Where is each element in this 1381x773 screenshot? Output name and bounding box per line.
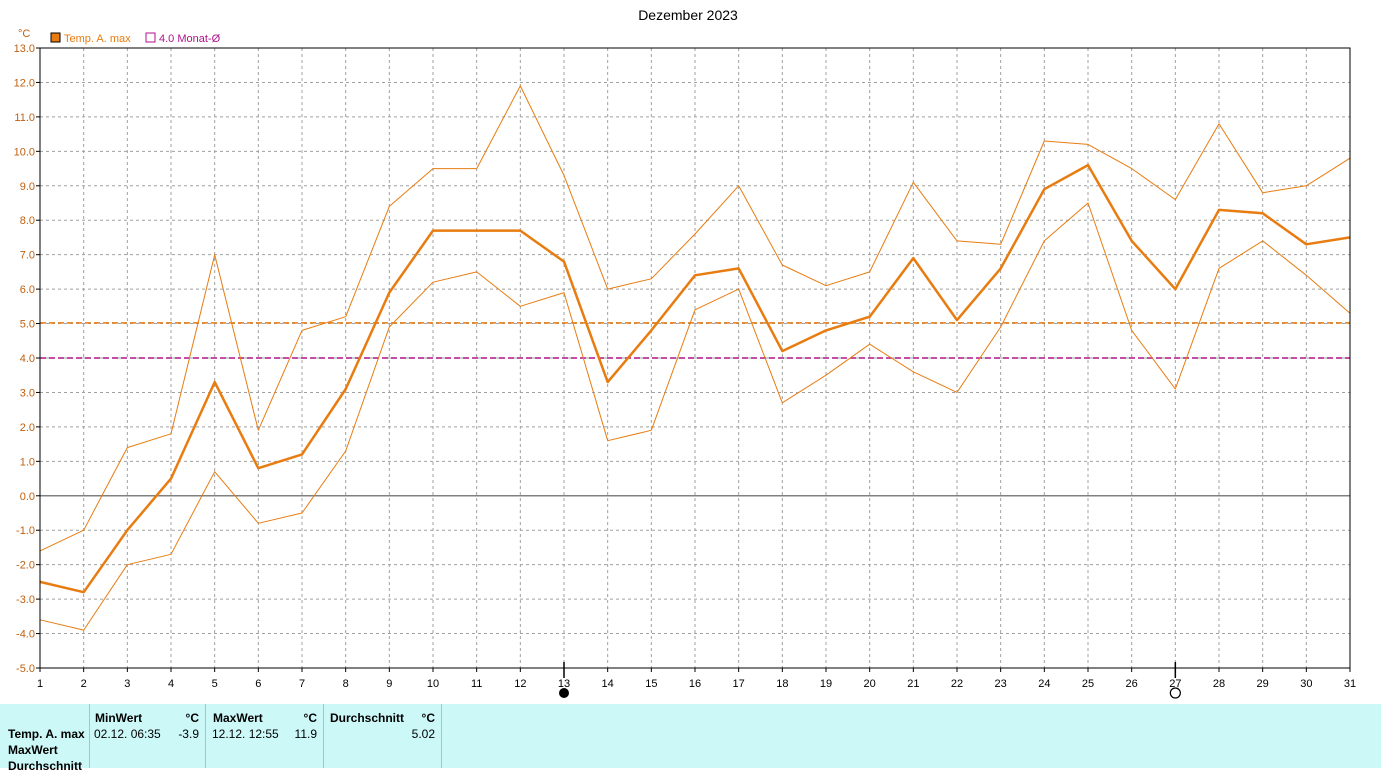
series-line-max xyxy=(39,85,1351,552)
x-tick-label: 22 xyxy=(951,678,963,690)
y-tick-label: 5.0 xyxy=(20,319,35,331)
stats-col-max: MaxWert °C 12.12. 12:55 11.9 xyxy=(205,704,323,768)
series-line-temp-max xyxy=(39,163,1351,594)
x-tick-label: 30 xyxy=(1300,678,1312,690)
max-value: 11.9 xyxy=(294,727,317,741)
y-unit-label: °C xyxy=(18,28,30,40)
y-tick-label: 4.0 xyxy=(20,353,35,365)
x-tick-label: 19 xyxy=(820,678,832,690)
x-tick-label: 29 xyxy=(1257,678,1269,690)
stats-row-label-maxwert: MaxWert xyxy=(8,743,58,757)
y-tick-label: 11.0 xyxy=(14,112,35,124)
max-header: MaxWert xyxy=(213,711,263,725)
x-tick-label: 23 xyxy=(995,678,1007,690)
x-tick-label: 16 xyxy=(689,678,701,690)
max-datetime: 12.12. 12:55 xyxy=(212,727,279,741)
stats-row-label-durchschnitt: Durchschnitt xyxy=(8,759,83,773)
stats-col-min: MinWert °C 02.12. 06:35 -3.9 xyxy=(89,704,205,768)
min-value: -3.9 xyxy=(178,727,199,741)
y-tick-label: 12.0 xyxy=(14,77,35,89)
x-tick-label: 8 xyxy=(343,678,349,690)
stats-row-label-temp: Temp. A. max xyxy=(8,727,85,741)
y-tick-label: 6.0 xyxy=(20,284,35,296)
y-tick-label: 2.0 xyxy=(20,422,35,434)
grid xyxy=(40,48,1350,668)
x-tick-label: 7 xyxy=(299,678,305,690)
legend-label-temp: Temp. A. max xyxy=(64,33,131,45)
y-tick-label: 0.0 xyxy=(20,491,35,503)
avg-header: Durchschnitt xyxy=(330,711,405,725)
legend-swatch-temp xyxy=(50,32,61,43)
x-tick-label: 20 xyxy=(864,678,876,690)
legend: Temp. A. max 4.0 Monat-Ø xyxy=(50,32,221,45)
x-tick-label: 6 xyxy=(255,678,261,690)
x-tick-label: 26 xyxy=(1126,678,1138,690)
x-tick-label: 17 xyxy=(733,678,745,690)
x-tick-label: 5 xyxy=(212,678,218,690)
x-tick-label: 2 xyxy=(81,678,87,690)
y-tick-label: 13.0 xyxy=(14,43,35,55)
x-tick-label: 15 xyxy=(645,678,657,690)
y-tick-label: -4.0 xyxy=(16,629,35,641)
x-tick-label: 11 xyxy=(471,678,482,690)
series-line-min xyxy=(39,202,1351,631)
x-tick-label: 25 xyxy=(1082,678,1094,690)
x-tick-label: 10 xyxy=(427,678,439,690)
avg-unit: °C xyxy=(421,711,435,725)
y-tick-label: 10.0 xyxy=(14,146,35,158)
x-tick-label: 9 xyxy=(386,678,392,690)
avg-value: 5.02 xyxy=(411,727,435,741)
x-tick-label: 18 xyxy=(776,678,788,690)
stats-panel: Temp. A. max MaxWert Durchschnitt MinWer… xyxy=(0,704,1381,773)
x-tick-label: 12 xyxy=(514,678,526,690)
min-header: MinWert xyxy=(95,711,143,725)
max-unit: °C xyxy=(303,711,317,725)
legend-swatch-month-avg xyxy=(145,32,156,43)
y-tick-label: 1.0 xyxy=(20,456,35,468)
min-unit: °C xyxy=(185,711,199,725)
series-lines xyxy=(39,85,1351,631)
x-tick-label: 31 xyxy=(1344,678,1356,690)
x-tick-label: 13 xyxy=(558,678,570,690)
x-tick-label: 4 xyxy=(168,678,174,690)
x-tick-label: 3 xyxy=(124,678,130,690)
x-tick-label: 27 xyxy=(1169,678,1181,690)
x-tick-label: 1 xyxy=(37,678,43,690)
min-datetime: 02.12. 06:35 xyxy=(94,727,161,741)
y-tick-label: -2.0 xyxy=(16,560,35,572)
new-moon-icon xyxy=(559,688,569,698)
reference-lines xyxy=(40,322,1350,359)
plot-frame xyxy=(39,47,1351,669)
legend-label-month-avg: 4.0 Monat-Ø xyxy=(159,33,221,45)
y-tick-label: -1.0 xyxy=(16,525,35,537)
full-moon-icon xyxy=(1169,687,1181,699)
x-axis: 1 2 3 4 5 6 7 8 9 10 11 12 13 14 15 16 17 18 19 20 21 22 23 24 2… xyxy=(37,668,1356,690)
chart-title: Dezember 2023 xyxy=(638,7,738,23)
y-tick-label: 8.0 xyxy=(20,215,35,227)
y-tick-label: 9.0 xyxy=(20,181,35,193)
y-tick-label: 7.0 xyxy=(20,250,35,262)
y-tick-label: -5.0 xyxy=(16,663,35,675)
y-tick-label: 3.0 xyxy=(20,387,35,399)
moon-phases xyxy=(559,662,1181,699)
x-tick-label: 14 xyxy=(602,678,614,690)
temperature-chart: Dezember 2023 °C Temp. A. max 4.0 Monat-… xyxy=(14,7,1356,699)
y-tick-label: -3.0 xyxy=(16,594,35,606)
x-tick-label: 21 xyxy=(907,678,919,690)
x-tick-label: 28 xyxy=(1213,678,1225,690)
x-tick-label: 24 xyxy=(1038,678,1050,690)
y-axis: 13.0 12.0 11.0 10.0 9.0 8.0 7.0 6.0 5.0 4.0 3.0 2.0… xyxy=(14,43,40,675)
stats-col-avg: Durchschnitt °C 5.02 xyxy=(323,704,442,768)
